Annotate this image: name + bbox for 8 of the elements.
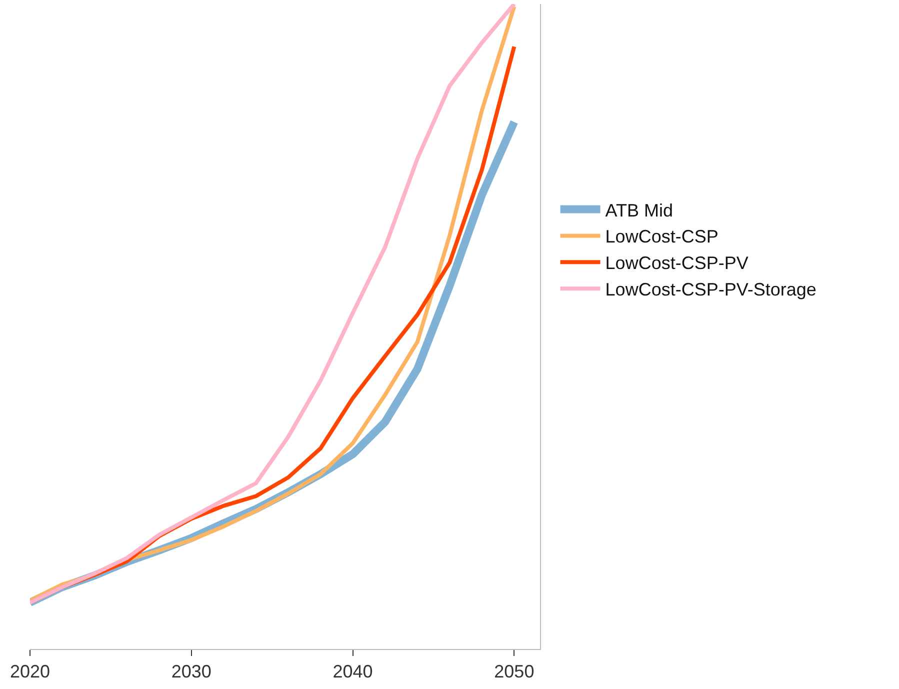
legend-label: LowCost-CSP xyxy=(605,226,718,247)
legend-label: LowCost-CSP-PV-Storage xyxy=(605,280,816,300)
x-tick-label: 2040 xyxy=(332,662,373,682)
legend-label: ATB Mid xyxy=(605,200,673,220)
x-tick-label: 2020 xyxy=(10,662,50,682)
x-tick-label: 2030 xyxy=(171,662,212,682)
legend-label: LowCost-CSP-PV xyxy=(605,253,748,274)
x-tick-label: 2050 xyxy=(494,662,534,682)
